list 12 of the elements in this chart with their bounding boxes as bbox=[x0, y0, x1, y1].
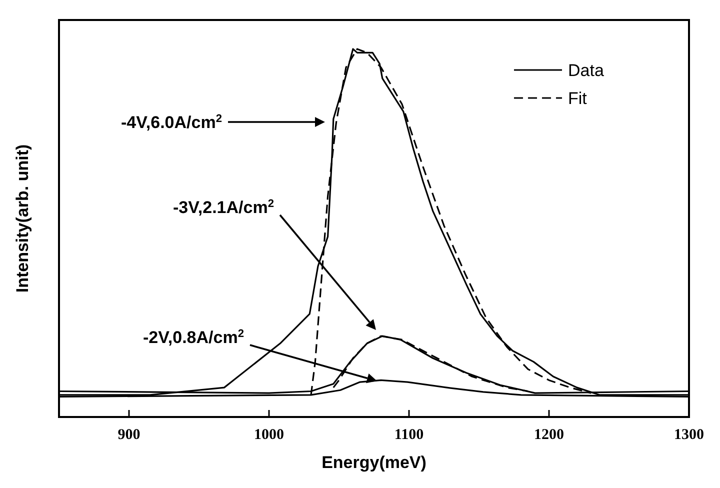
x-tick-label: 1300 bbox=[674, 427, 704, 443]
x-tick-label: 900 bbox=[118, 427, 140, 443]
annotation: -4V,6.0A/cm$^{2}$ bbox=[121, 113, 222, 132]
legend-label: Fit bbox=[568, 89, 588, 108]
annotation: -2V,0.8A/cm$^{2}$ bbox=[143, 328, 244, 347]
y-axis-title: Intensity(arb. unit) bbox=[13, 144, 32, 293]
legend-label: Data bbox=[568, 61, 604, 80]
annotation: -3V,2.1A/cm$^{2}$ bbox=[173, 198, 274, 217]
x-axis-title: Energy(meV) bbox=[322, 453, 426, 472]
x-tick-label: 1100 bbox=[394, 427, 424, 443]
x-tick-label: 1200 bbox=[534, 427, 564, 443]
x-tick-label: 1000 bbox=[254, 427, 284, 443]
